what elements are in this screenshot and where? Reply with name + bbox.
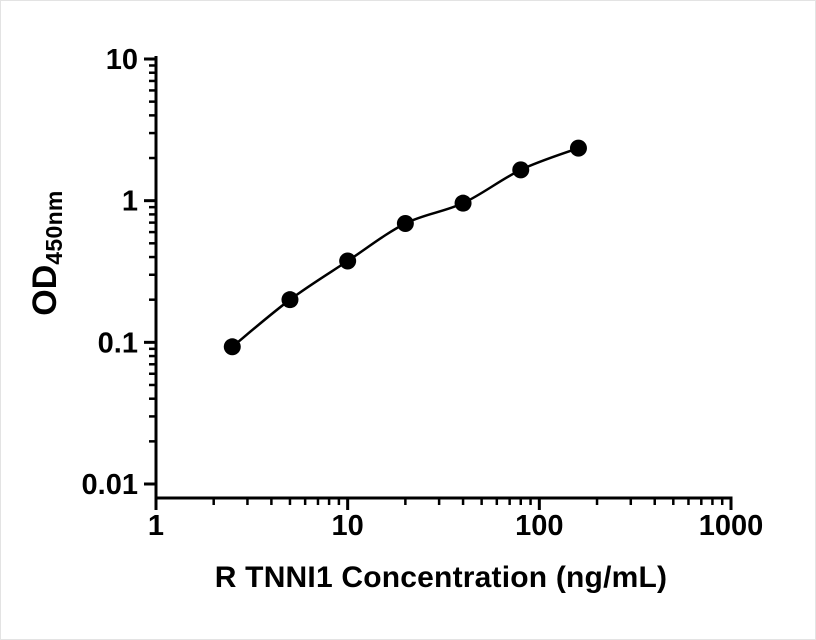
data-point xyxy=(223,338,241,356)
y-axis-tick-label: 0.01 xyxy=(82,469,138,501)
data-point xyxy=(512,161,530,179)
curve-line xyxy=(231,146,579,348)
x-axis-tick-label: 100 xyxy=(515,510,563,542)
data-point xyxy=(281,291,299,309)
x-axis-tick-label: 1 xyxy=(148,510,164,542)
data-point xyxy=(454,194,472,212)
x-axis-tick-label: 1000 xyxy=(699,510,764,542)
y-axis-tick-label: 0.1 xyxy=(98,327,138,359)
x-axis-tick-label: 10 xyxy=(332,510,364,542)
y-axis-tick-label: 10 xyxy=(106,44,138,76)
data-point xyxy=(569,139,587,157)
y-axis-title-main: OD xyxy=(26,264,64,316)
data-point xyxy=(396,214,414,232)
data-point xyxy=(339,252,357,270)
y-axis-tick-label: 1 xyxy=(122,186,138,218)
axes-lines xyxy=(154,56,733,500)
y-axis-title: OD450nm xyxy=(26,190,68,315)
y-axis-title-subscript: 450nm xyxy=(41,190,67,265)
x-axis-title: R TNNI1 Concentration (ng/mL) xyxy=(214,561,668,594)
